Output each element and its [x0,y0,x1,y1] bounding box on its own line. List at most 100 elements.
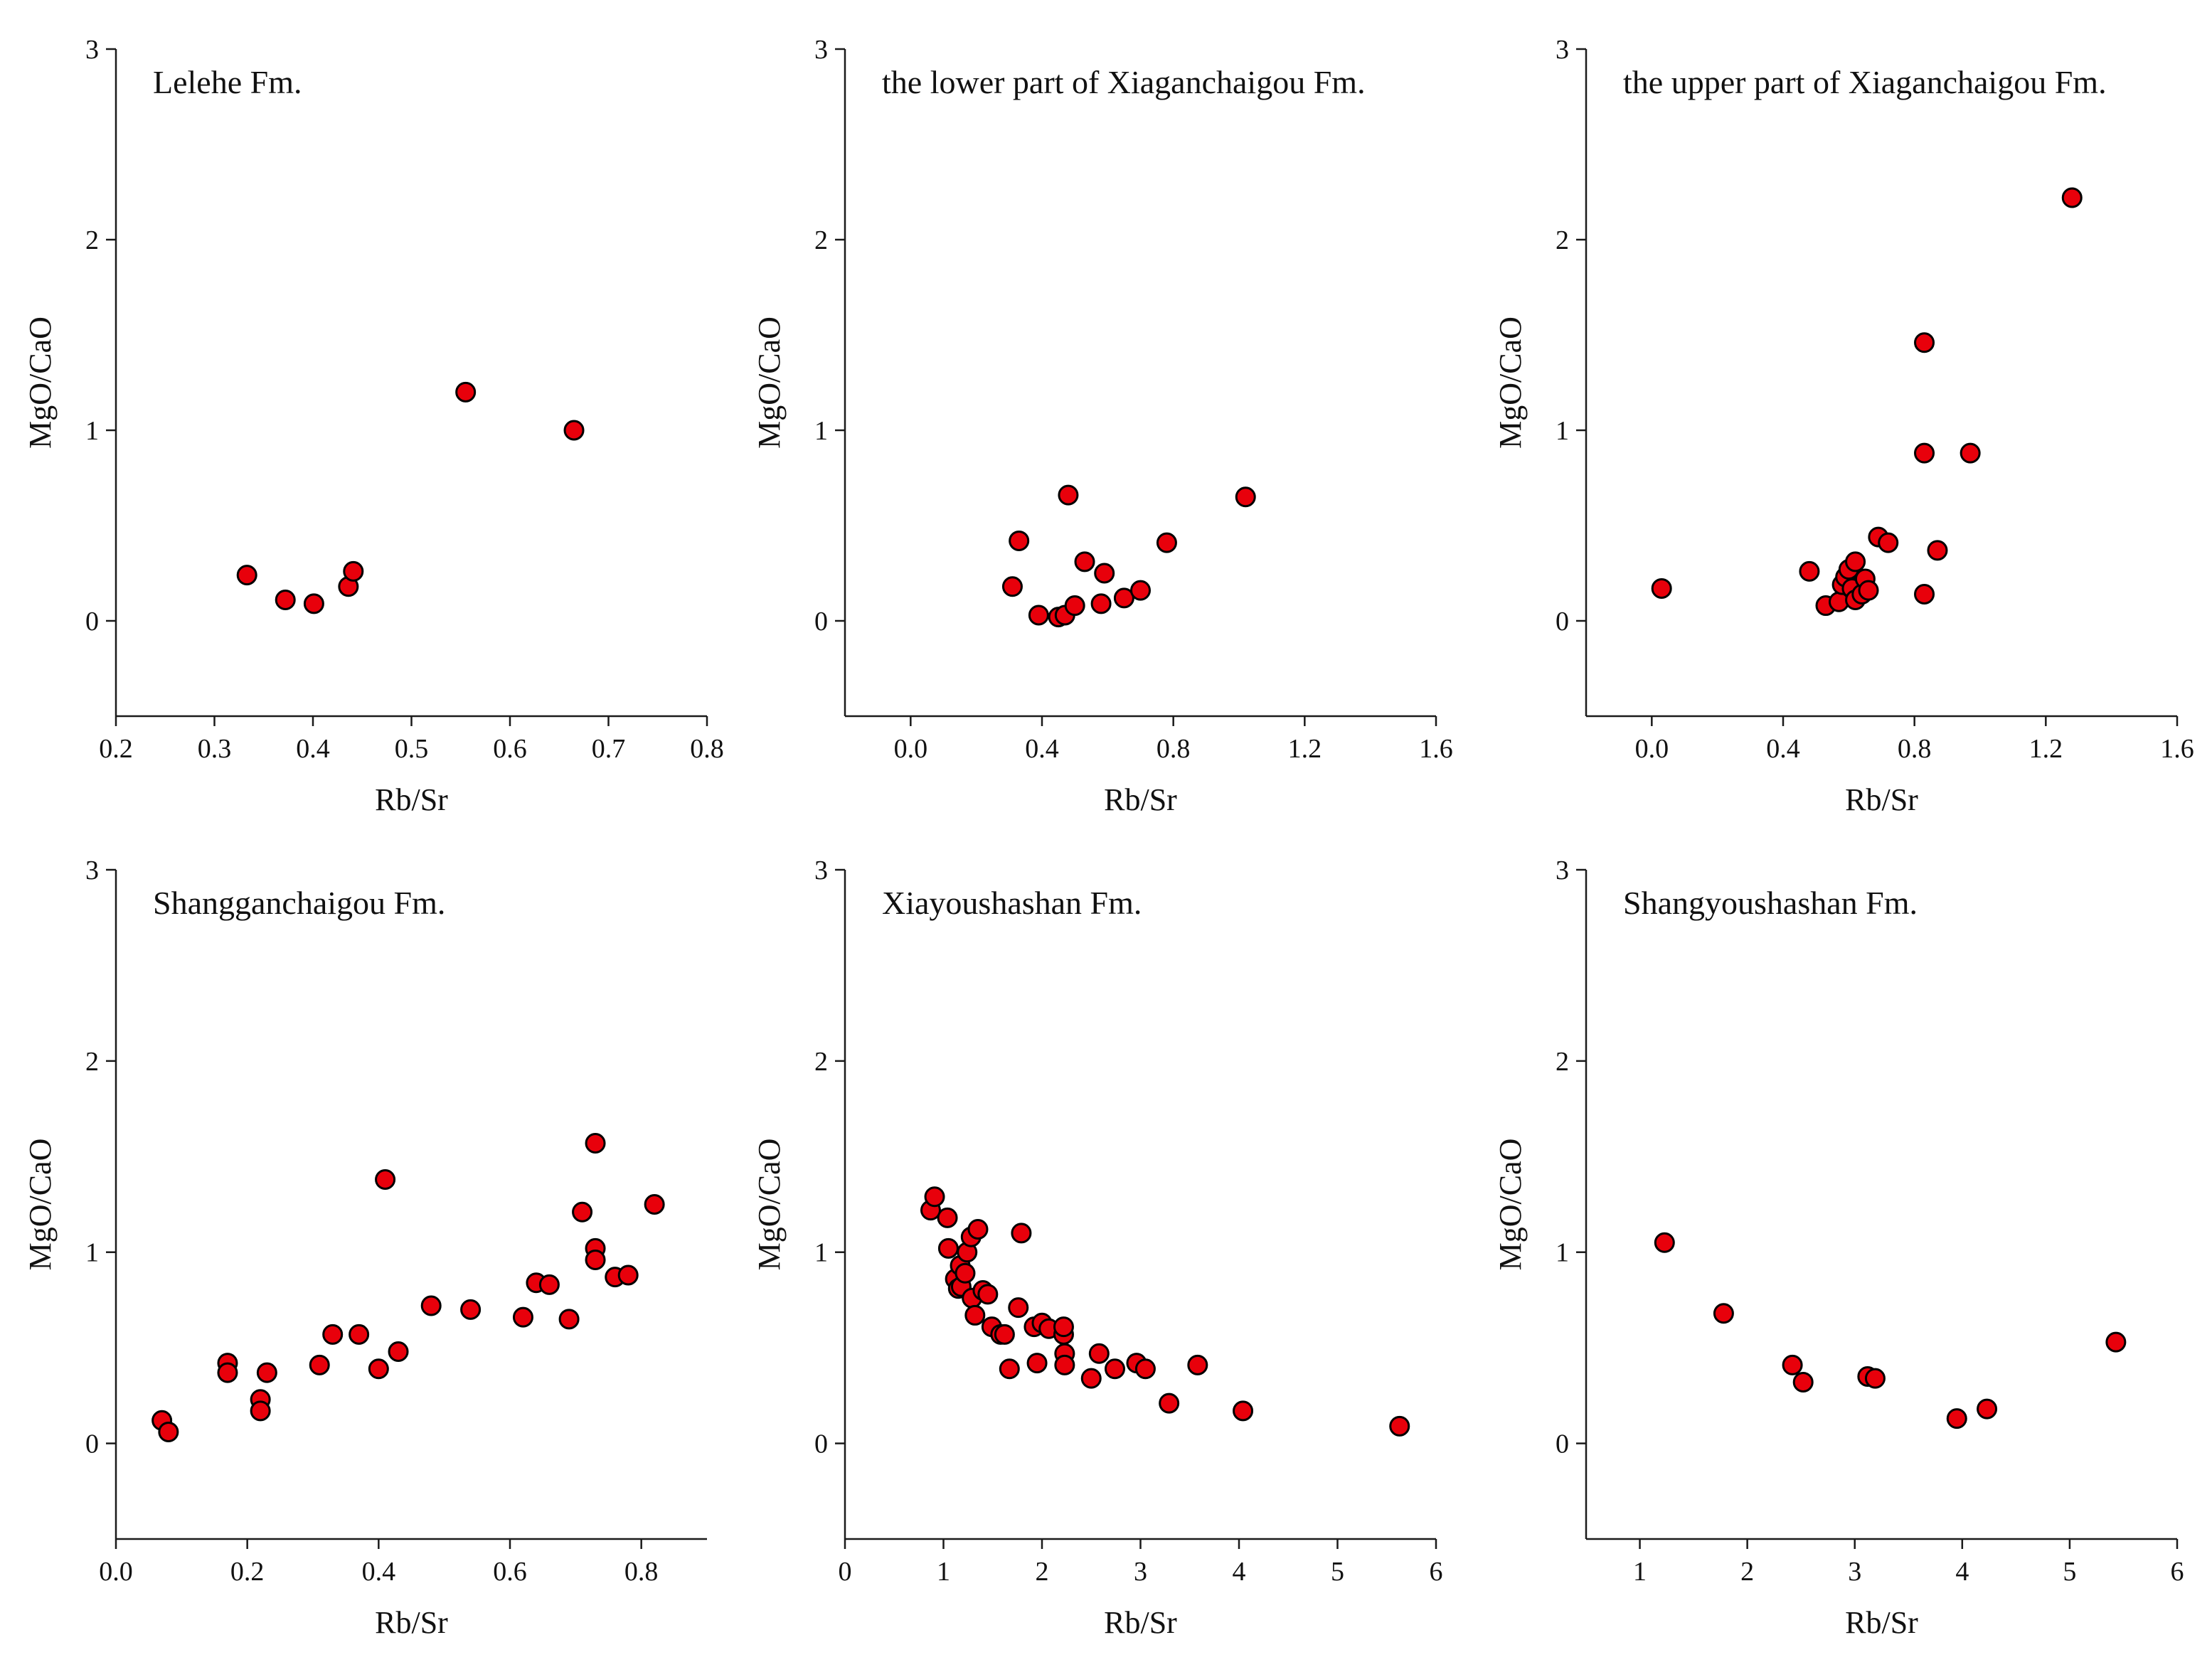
data-point [1074,551,1095,573]
data-point [644,1194,665,1215]
data-point [1960,442,1981,464]
data-point [937,1237,959,1259]
x-tick-label: 2 [1036,1557,1049,1587]
y-tick-label: 3 [814,856,828,885]
data-point [158,1421,179,1442]
y-tick-label: 0 [85,607,99,637]
data-point [1001,576,1023,597]
y-axis-title: MgO/CaO [23,1139,58,1271]
x-tick-label: 0.8 [1156,734,1191,764]
data-point [256,1362,277,1383]
data-point [585,1249,606,1270]
data-point [1090,593,1112,614]
y-axis-title: MgO/CaO [752,1139,787,1271]
data-point [1187,1354,1208,1375]
data-point [994,1324,1015,1345]
y-tick-label: 0 [1556,607,1569,637]
data-point [1058,484,1079,506]
y-tick-label: 1 [814,1238,828,1268]
data-point [343,560,364,582]
x-tick-label: 5 [1331,1557,1344,1587]
data-point [1130,580,1151,601]
data-point [322,1324,344,1345]
data-point [585,1132,606,1154]
y-tick-label: 2 [1556,225,1569,255]
data-point [275,590,296,611]
scatter-panel-5: 0 1 2 3 4 5 6 0 1 2 3 Rb/Sr MgO/CaO Xiayoushashan Fm. [752,856,1443,1640]
data-point [563,420,585,441]
data-point [217,1362,238,1383]
x-tick-label: 4 [1233,1557,1246,1587]
data-point [309,1354,330,1375]
data-point [1008,1297,1029,1319]
x-tick-label: 0.7 [592,734,626,764]
x-tick-label: 4 [1955,1557,1969,1587]
y-tick-label: 2 [1556,1047,1569,1077]
data-point [558,1309,580,1330]
data-point [1053,1316,1074,1338]
y-axis-title: MgO/CaO [1493,1139,1528,1271]
panel-title: the lower part of Xiaganchaigou Fm. [882,64,1366,100]
panel-title: Shangganchaigou Fm. [153,885,445,921]
data-point [1011,1223,1032,1244]
data-point [924,1186,945,1208]
data-point [1946,1408,1967,1429]
x-tick-label: 0.4 [1766,734,1800,764]
x-tick-label: 0.2 [230,1557,265,1587]
data-point [1782,1354,1803,1375]
data-point [572,1201,593,1223]
y-tick-label: 2 [814,1047,828,1077]
data-point [1156,532,1177,553]
x-tick-label: 0.0 [1635,734,1669,764]
x-tick-label: 1.6 [2160,734,2194,764]
y-tick-label: 2 [85,225,99,255]
x-tick-label: 0.5 [395,734,429,764]
data-point [1792,1372,1814,1393]
data-point [460,1299,482,1320]
data-point [999,1358,1020,1380]
data-point [1654,1232,1675,1253]
data-point [388,1341,409,1363]
x-axis-title: Rb/Sr [1104,782,1177,817]
y-tick-label: 1 [1556,1238,1569,1268]
data-point [1134,1358,1156,1380]
data-point [1054,1354,1075,1375]
data-point [2061,187,2083,208]
x-tick-label: 6 [1430,1557,1443,1587]
data-point [1914,332,1935,353]
y-tick-label: 3 [85,35,99,65]
data-point [1977,1398,1998,1420]
scatter-panel-2: 0.0 0.4 0.8 1.2 1.6 0 1 2 3 Rb/Sr MgO/CaO the lower… [752,35,1453,817]
y-tick-label: 0 [814,1429,828,1459]
data-point [538,1274,560,1295]
panel-title: Shangyoushashan Fm. [1623,885,1918,921]
data-point [1094,563,1115,584]
x-tick-label: 2 [1740,1557,1754,1587]
data-point [977,1284,999,1305]
data-point [1389,1415,1410,1437]
x-tick-label: 6 [2171,1557,2184,1587]
x-tick-label: 0.3 [198,734,232,764]
x-tick-label: 1 [1633,1557,1647,1587]
y-tick-label: 3 [85,856,99,885]
data-point [1858,580,1879,601]
x-tick-label: 0.4 [296,734,330,764]
data-point [250,1400,271,1422]
x-tick-label: 1.6 [1419,734,1453,764]
y-tick-label: 0 [1556,1429,1569,1459]
data-point [1864,1368,1886,1389]
data-point [1799,560,1820,582]
data-point [937,1207,958,1228]
data-point [375,1169,396,1191]
x-tick-label: 1 [937,1557,950,1587]
x-tick-label: 0.0 [99,1557,133,1587]
y-tick-label: 2 [814,225,828,255]
data-point [512,1306,533,1328]
x-tick-label: 0.6 [493,734,527,764]
data-point [349,1324,370,1345]
data-point [1927,540,1948,561]
x-tick-label: 0.0 [894,734,928,764]
data-point [368,1358,389,1380]
data-point [1080,1368,1102,1389]
